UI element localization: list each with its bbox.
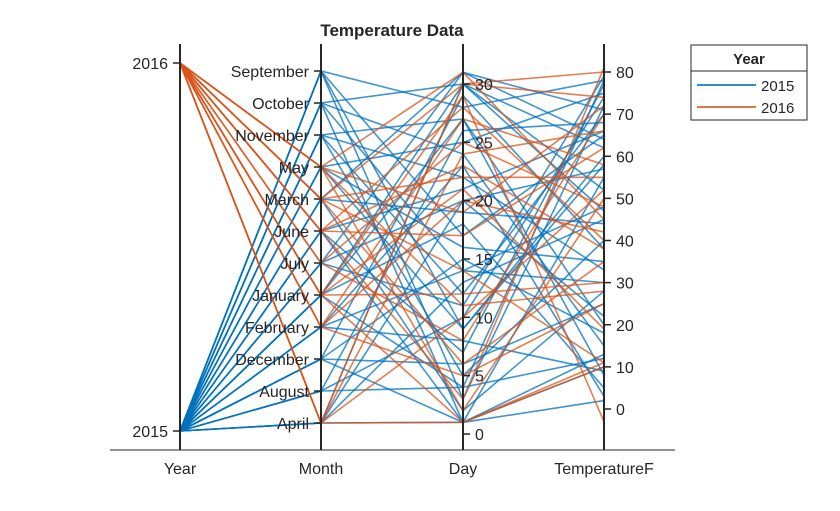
axis-label-year: Year [164, 461, 197, 478]
month-tick-label: November [235, 128, 309, 145]
axis-label-day: Day [449, 461, 477, 478]
legend: Year 2015 2016 [690, 44, 808, 121]
chart-title: Temperature Data [320, 21, 464, 40]
temperaturef-tick-label: 40 [616, 234, 634, 251]
axis-label-month: Month [299, 461, 343, 478]
month-tick-label: December [235, 352, 309, 369]
data-line-2015 [179, 168, 605, 432]
temperaturef-tick-label: 50 [616, 191, 634, 208]
data-line-2015 [179, 71, 605, 432]
data-line-2016 [179, 62, 605, 201]
legend-title: Year [733, 51, 765, 68]
data-line-2016 [179, 62, 605, 307]
year-tick-label: 2015 [132, 424, 168, 441]
day-tick-label: 10 [475, 310, 493, 327]
year-tick-label: 2016 [132, 56, 168, 73]
axis-label-temperaturef: TemperatureF [554, 461, 654, 478]
month-tick-label: September [231, 64, 310, 81]
month-tick-label: October [252, 96, 310, 113]
month-tick-label: January [252, 288, 309, 305]
month-tick-label: March [265, 192, 309, 209]
temperaturef-tick-label: 70 [616, 107, 634, 124]
data-lines [179, 62, 605, 432]
temperaturef-tick-label: 0 [616, 402, 625, 419]
data-line-2015 [179, 353, 605, 432]
day-tick-label: 15 [475, 252, 493, 269]
month-tick-label: February [245, 320, 309, 337]
day-tick-label: 25 [475, 135, 493, 152]
data-line-2016 [179, 62, 605, 364]
data-line-2015 [179, 229, 605, 432]
day-tick-label: 20 [475, 194, 493, 211]
data-line-2016 [179, 62, 605, 330]
data-line-2015 [179, 269, 605, 432]
month-tick-label: April [277, 416, 309, 433]
legend-label-2016: 2016 [761, 100, 794, 117]
legend-label-2015: 2015 [761, 78, 794, 95]
day-tick-label: 30 [475, 77, 493, 94]
temperaturef-tick-label: 80 [616, 65, 634, 82]
month-tick-label: August [259, 384, 309, 401]
temperaturef-tick-label: 30 [616, 276, 634, 293]
month-tick-label: July [281, 256, 309, 273]
data-line-2015 [179, 118, 605, 432]
temperaturef-tick-label: 60 [616, 149, 634, 166]
temperaturef-tick-label: 10 [616, 360, 634, 377]
day-tick-label: 0 [475, 427, 484, 444]
data-line-2015 [179, 326, 605, 432]
axes: 20162015SeptemberOctoberNovemberMayMarch… [132, 44, 634, 450]
data-line-2015 [179, 101, 605, 432]
day-tick-label: 5 [475, 369, 484, 386]
month-tick-label: June [274, 224, 309, 241]
data-line-2016 [179, 62, 605, 265]
data-line-2016 [179, 62, 605, 250]
data-line-2016 [179, 62, 605, 426]
data-line-2015 [179, 69, 605, 432]
temperaturef-tick-label: 20 [616, 318, 634, 335]
month-tick-label: May [279, 160, 309, 177]
